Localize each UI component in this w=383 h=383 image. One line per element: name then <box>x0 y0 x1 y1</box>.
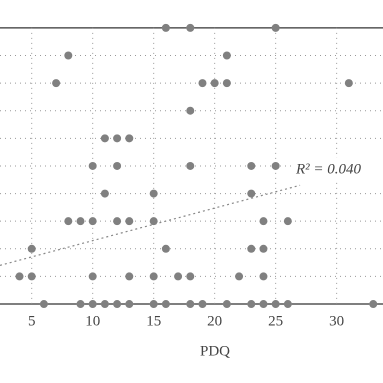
point <box>88 217 97 226</box>
point <box>100 134 109 143</box>
point <box>222 51 231 60</box>
point <box>161 244 170 253</box>
point <box>27 244 36 253</box>
point <box>186 300 195 309</box>
x-tick-label: 10 <box>85 313 100 329</box>
point <box>125 272 134 281</box>
point <box>247 189 256 198</box>
point <box>113 161 122 170</box>
point <box>15 272 24 281</box>
point <box>186 161 195 170</box>
point <box>125 300 134 309</box>
point <box>186 272 195 281</box>
point <box>88 272 97 281</box>
point <box>88 161 97 170</box>
point <box>247 300 256 309</box>
point <box>235 272 244 281</box>
point <box>149 189 158 198</box>
x-axis-label: PDQ <box>200 343 230 359</box>
point <box>271 161 280 170</box>
point <box>161 300 170 309</box>
point <box>161 23 170 32</box>
point <box>88 300 97 309</box>
point <box>247 244 256 253</box>
point <box>259 244 268 253</box>
point <box>149 300 158 309</box>
x-tick-label: 15 <box>146 313 161 329</box>
point <box>125 134 134 143</box>
point <box>186 23 195 32</box>
point <box>210 79 219 88</box>
annotation: R² = 0.040 <box>295 161 362 177</box>
x-tick-label: 25 <box>268 313 283 329</box>
point <box>283 300 292 309</box>
point <box>369 300 378 309</box>
annotation-bg <box>292 158 383 182</box>
x-tick-label: 5 <box>28 313 36 329</box>
point <box>186 106 195 115</box>
point <box>113 134 122 143</box>
trend-line <box>0 184 301 266</box>
point <box>222 300 231 309</box>
point <box>100 300 109 309</box>
point <box>271 23 280 32</box>
point <box>52 79 61 88</box>
point <box>247 161 256 170</box>
point <box>283 217 292 226</box>
point <box>259 300 268 309</box>
point <box>344 79 353 88</box>
x-tick-label: 20 <box>207 313 222 329</box>
point <box>198 300 207 309</box>
point <box>271 300 280 309</box>
point <box>64 51 73 60</box>
point <box>149 272 158 281</box>
point <box>113 300 122 309</box>
x-tick-label: 30 <box>329 313 344 329</box>
point <box>113 217 122 226</box>
point <box>174 272 183 281</box>
point <box>27 272 36 281</box>
point <box>64 217 73 226</box>
point <box>100 189 109 198</box>
point <box>198 79 207 88</box>
point <box>259 217 268 226</box>
point <box>222 79 231 88</box>
point <box>76 300 85 309</box>
point <box>39 300 48 309</box>
point <box>149 217 158 226</box>
point <box>259 272 268 281</box>
point <box>76 217 85 226</box>
point <box>125 217 134 226</box>
